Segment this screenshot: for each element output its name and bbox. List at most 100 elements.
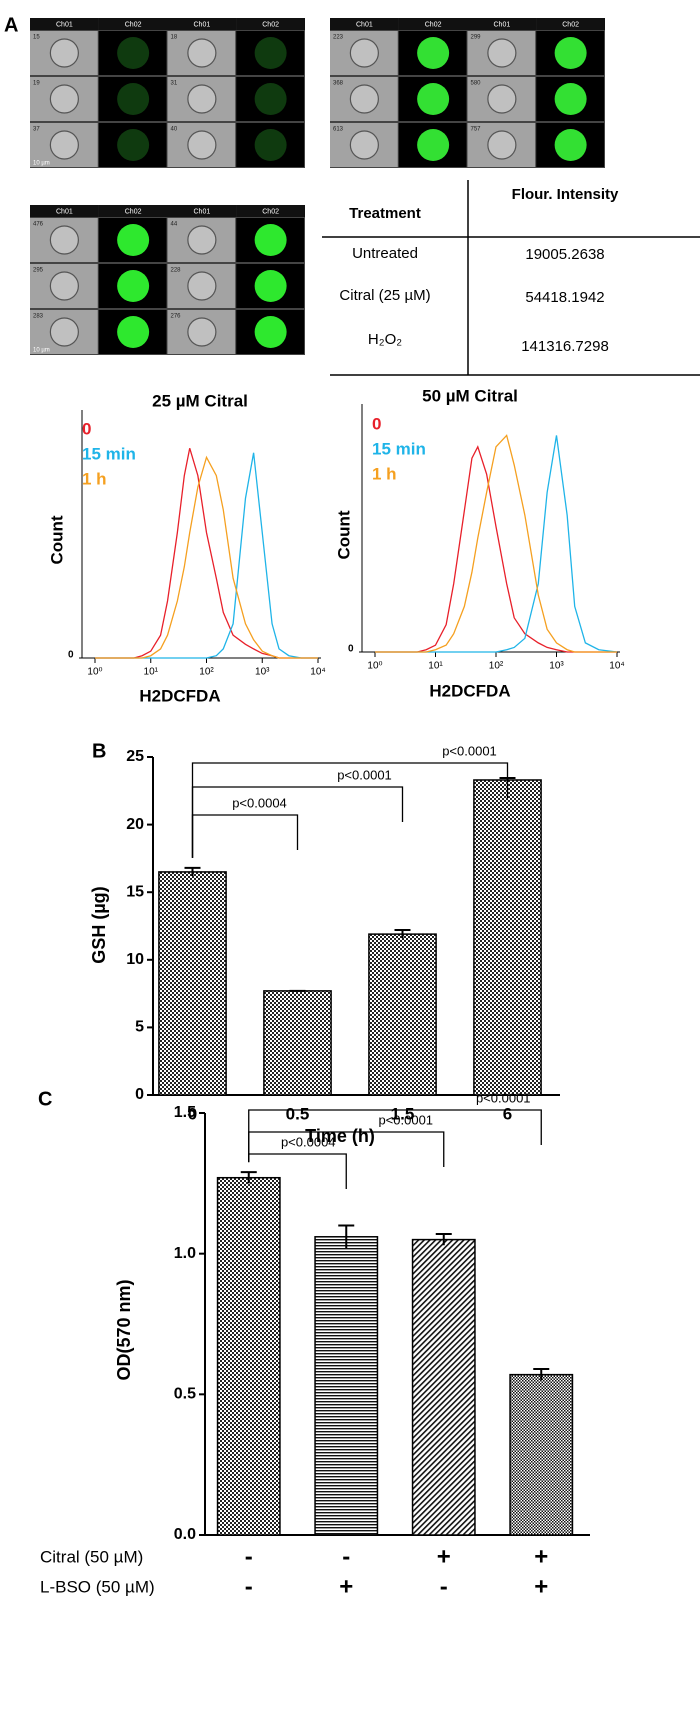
cell-id: 368 <box>333 81 344 87</box>
factor-level: + <box>534 1543 548 1570</box>
bar <box>263 990 332 1096</box>
fluorescence <box>117 37 150 69</box>
fluorescence <box>117 316 150 348</box>
x-tick-label: 0 <box>188 1104 197 1123</box>
channel-label: Ch01 <box>194 208 211 215</box>
y-tick-label: 1.0 <box>174 1245 196 1262</box>
scale-label: 10 µm <box>33 348 50 354</box>
channel-label: Ch01 <box>356 21 373 28</box>
fluorescence <box>117 129 150 161</box>
x-axis-label: H2DCFDA <box>429 681 510 700</box>
channel-header <box>98 18 168 30</box>
table-cell: Untreated <box>352 245 418 262</box>
y-tick-label: 5 <box>135 1019 144 1036</box>
fluorescence <box>117 83 150 115</box>
y-tick-label: 0 <box>68 650 74 661</box>
y-tick-label: 0.0 <box>174 1526 196 1543</box>
y-tick-label: 0 <box>348 644 354 655</box>
channel-label: Ch01 <box>56 208 73 215</box>
fluorescence <box>417 37 450 69</box>
cell-id: 31 <box>171 81 178 87</box>
channel-label: Ch02 <box>562 21 579 28</box>
cell <box>187 271 217 301</box>
x-tick-label: 6 <box>503 1104 512 1123</box>
significance-label: p<0.0001 <box>378 1112 433 1127</box>
series-line <box>95 452 318 659</box>
table-cell: H₂O₂ <box>368 331 402 348</box>
fluorescence <box>254 316 287 348</box>
series-line <box>375 445 617 653</box>
panel-label: B <box>92 740 106 762</box>
table-header: Flour. Intensity <box>511 186 619 203</box>
chart-title: 25 µM Citral <box>152 391 248 410</box>
y-axis-label: Count <box>47 515 66 564</box>
channel-header <box>330 18 399 30</box>
bar <box>509 1373 574 1536</box>
cell-id: 228 <box>171 268 182 274</box>
channel-label: Ch01 <box>194 21 211 28</box>
fluorescence <box>254 129 287 161</box>
factor-level: - <box>440 1573 448 1600</box>
error-bar <box>184 866 201 876</box>
legend-label: 15 min <box>372 439 426 458</box>
bar <box>314 1236 379 1536</box>
table-cell: 19005.2638 <box>525 246 604 263</box>
table-cell: 54418.1942 <box>525 289 604 306</box>
significance-label: p<0.0001 <box>476 1090 531 1105</box>
bar <box>216 1176 281 1536</box>
cell-id: 299 <box>471 35 482 41</box>
cell <box>187 84 217 114</box>
x-tick-label: 10⁰ <box>367 661 382 672</box>
significance-label: p<0.0001 <box>337 767 392 782</box>
series-line <box>375 435 618 653</box>
fluorescence <box>254 37 287 69</box>
cell <box>349 84 379 114</box>
channel-label: Ch01 <box>56 21 73 28</box>
factor-label: Citral (50 µM) <box>40 1547 143 1566</box>
cell-id: 613 <box>333 127 344 133</box>
cell <box>49 317 79 347</box>
cell-id: 37 <box>33 127 40 133</box>
cell-id: 276 <box>171 314 182 320</box>
cell-id: 44 <box>171 222 178 228</box>
fluorescence <box>554 37 587 69</box>
significance-bracket <box>191 814 299 858</box>
legend-label: 15 min <box>82 444 136 463</box>
bar <box>158 871 227 1096</box>
fluorescence <box>117 224 150 256</box>
cell-id: 15 <box>33 35 40 41</box>
x-tick-label: 10² <box>489 661 504 672</box>
x-axis-label: H2DCFDA <box>139 686 220 705</box>
fluorescence <box>254 270 287 302</box>
fluorescence <box>254 83 287 115</box>
bar <box>368 933 437 1096</box>
cell <box>187 130 217 160</box>
table-cell: 141316.7298 <box>521 338 609 355</box>
bar <box>411 1238 476 1536</box>
factor-level: - <box>245 1573 253 1600</box>
cell <box>49 84 79 114</box>
y-tick-label: 1.5 <box>174 1104 196 1121</box>
cell-id: 580 <box>471 81 482 87</box>
cell-id: 283 <box>33 314 44 320</box>
y-axis-label: OD(570 nm) <box>114 1279 134 1380</box>
channel-header <box>467 18 537 30</box>
cell <box>187 38 217 68</box>
x-tick-label: 10³ <box>255 667 270 678</box>
y-tick-label: 25 <box>126 748 144 765</box>
series-line <box>95 455 318 659</box>
error-bar <box>435 1232 452 1246</box>
cell-id: 40 <box>171 127 178 133</box>
factor-level: - <box>342 1543 350 1570</box>
cell <box>49 130 79 160</box>
channel-header <box>30 205 99 217</box>
channel-header <box>98 205 168 217</box>
cell-id: 19 <box>33 81 40 87</box>
fluorescence <box>554 129 587 161</box>
cell <box>487 130 517 160</box>
y-tick-label: 0 <box>135 1086 144 1103</box>
channel-label: Ch02 <box>125 21 142 28</box>
error-bar <box>240 1171 257 1184</box>
x-tick-label: 10⁴ <box>310 667 325 678</box>
cell-id: 223 <box>333 35 344 41</box>
